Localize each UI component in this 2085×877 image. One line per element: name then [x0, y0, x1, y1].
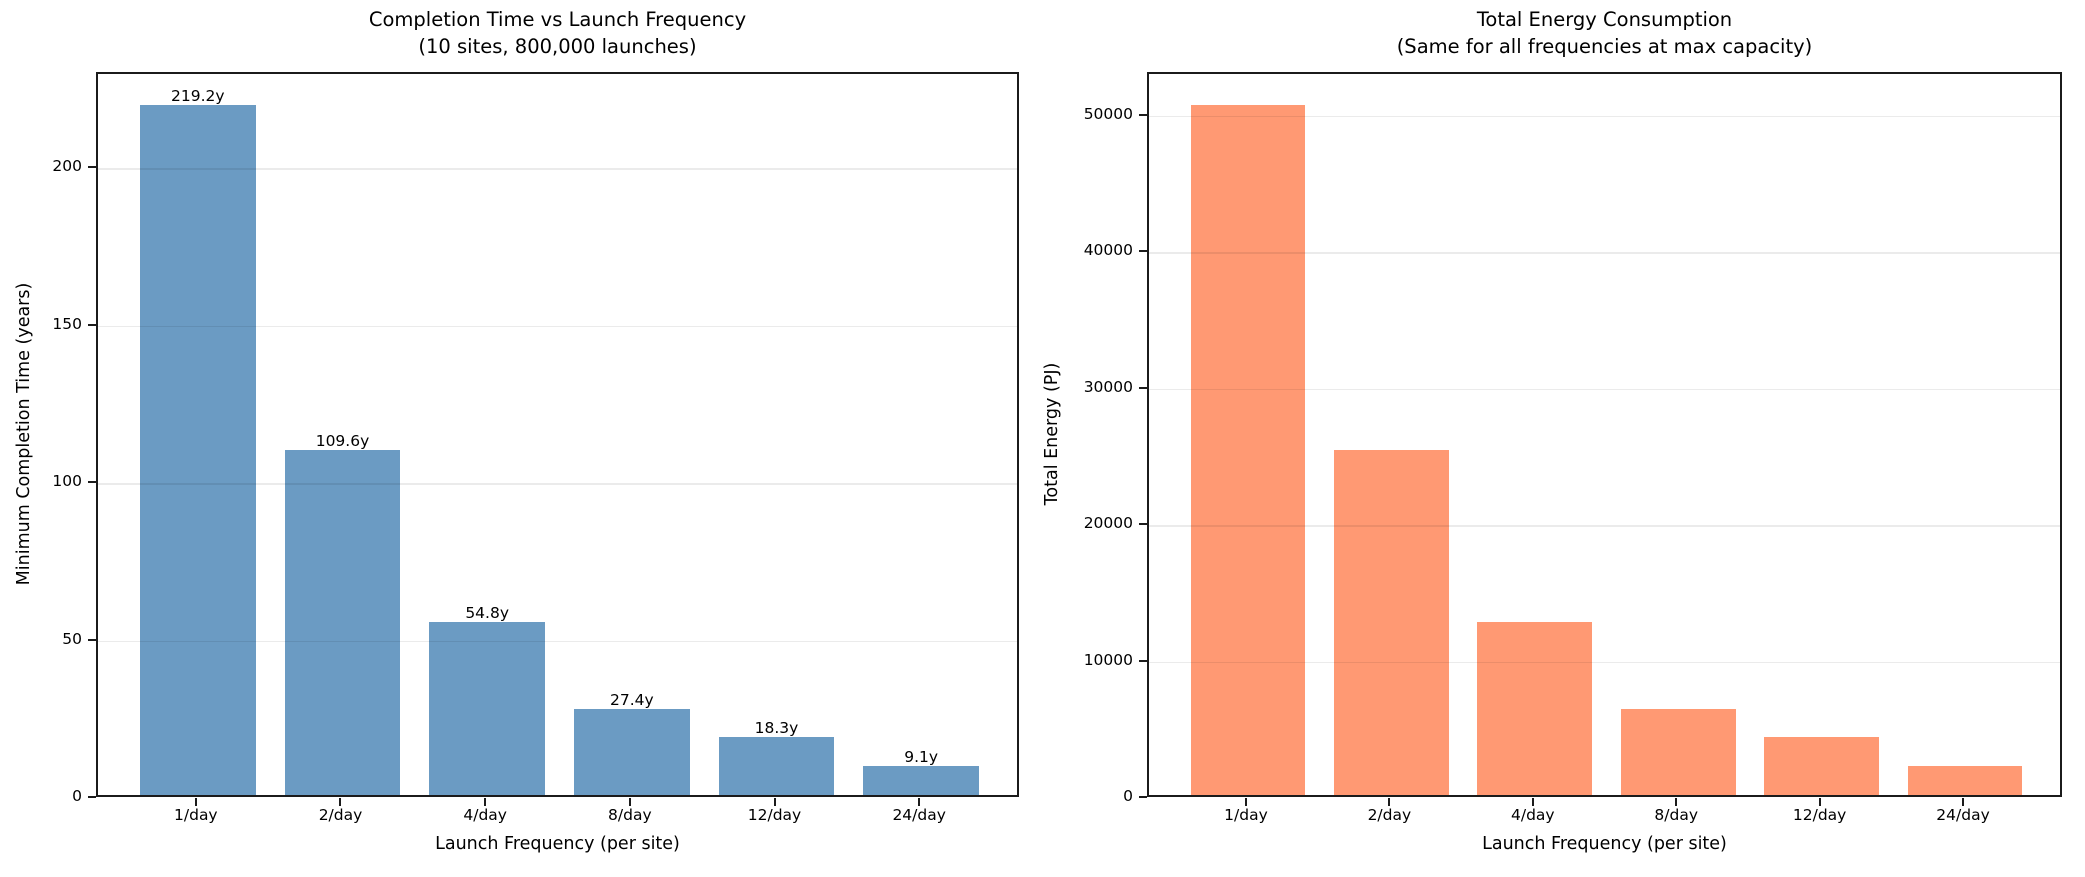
- x-tick-label: 24/day: [892, 806, 946, 824]
- y-tick-label: 200: [52, 157, 82, 176]
- y-tick-mark: [88, 796, 96, 798]
- bar-1-per-day: [139, 104, 256, 795]
- bar-value-label: 219.2y: [171, 86, 225, 105]
- chart-title-line2: (10 sites, 800,000 launches): [418, 35, 697, 58]
- gridline: [1149, 252, 2060, 254]
- x-tick-mark: [339, 798, 342, 806]
- bar-12-per-day: [718, 737, 835, 795]
- y-tick-label: 40000: [1083, 241, 1133, 260]
- chart-title: Total Energy Consumption (Same for all f…: [1147, 6, 2062, 60]
- gridline: [1149, 661, 2060, 664]
- y-tick-label: 10000: [1083, 650, 1133, 669]
- gridline: [1149, 388, 2060, 391]
- y-tick-mark: [1139, 523, 1147, 526]
- y-tick-mark: [1139, 796, 1147, 798]
- bar-8-per-day: [573, 708, 690, 795]
- x-tick-label: 1/day: [174, 806, 218, 824]
- x-tick-label: 2/day: [318, 806, 363, 824]
- bar-8-per-day: [1620, 708, 1736, 795]
- x-tick-label: 4/day: [463, 806, 507, 824]
- y-tick-mark: [88, 166, 96, 169]
- x-tick-label: 12/day: [1792, 806, 1847, 824]
- y-tick-label: 50000: [1083, 104, 1133, 123]
- gridline: [98, 640, 1017, 643]
- x-tick-mark: [1388, 798, 1391, 806]
- chart-title-line1: Total Energy Consumption: [1476, 8, 1733, 31]
- x-tick-mark: [194, 798, 197, 806]
- y-tick-mark: [1139, 659, 1147, 662]
- x-tick-label: 8/day: [1654, 806, 1698, 824]
- x-tick-mark: [628, 798, 631, 806]
- y-tick-label: 20000: [1083, 514, 1133, 533]
- chart-title: Completion Time vs Launch Frequency (10 …: [96, 6, 1019, 60]
- gridline: [98, 325, 1017, 328]
- y-tick-label: 150: [52, 314, 82, 333]
- bar-24-per-day: [863, 766, 980, 795]
- bar-value-label: 27.4y: [609, 690, 654, 709]
- y-tick-label: 0: [72, 787, 82, 805]
- x-tick-mark: [918, 798, 921, 806]
- x-tick-label: 1/day: [1224, 806, 1268, 824]
- y-tick-mark: [88, 481, 96, 484]
- x-axis-label: Launch Frequency (per site): [435, 834, 680, 854]
- gridline: [1149, 525, 2060, 527]
- gridline: [98, 483, 1017, 485]
- x-tick-label: 2/day: [1367, 806, 1412, 824]
- bar-2-per-day: [284, 449, 401, 795]
- y-tick-mark: [1139, 250, 1147, 253]
- bar-24-per-day: [1907, 766, 2023, 795]
- x-tick-mark: [484, 798, 487, 806]
- y-tick-label: 50: [62, 629, 82, 648]
- y-tick-label: 100: [52, 472, 82, 491]
- gridline: [98, 168, 1017, 170]
- bar-1-per-day: [1190, 104, 1306, 795]
- y-tick-mark: [88, 638, 96, 641]
- chart-title-line1: Completion Time vs Launch Frequency: [368, 8, 747, 31]
- gridline: [1149, 115, 2060, 118]
- plot-area: 219.2y 109.6y 54.8y 27.4y 18.3y 9.1y: [96, 72, 1019, 797]
- bar-value-label: 18.3y: [754, 719, 799, 738]
- y-tick-mark: [1139, 113, 1147, 116]
- x-tick-label: 8/day: [608, 806, 652, 824]
- x-tick-label: 4/day: [1510, 806, 1555, 824]
- plot-area: [1147, 72, 2062, 797]
- x-axis-label: Launch Frequency (per site): [1482, 834, 1727, 854]
- bar-value-label: 54.8y: [465, 604, 509, 623]
- x-tick-mark: [1244, 798, 1247, 806]
- x-tick-mark: [1531, 798, 1534, 806]
- bar-2-per-day: [1334, 449, 1449, 795]
- chart-title-line2: (Same for all frequencies at max capacit…: [1396, 35, 1813, 58]
- x-tick-mark: [773, 798, 776, 806]
- x-tick-mark: [1818, 798, 1821, 806]
- bar-4-per-day: [1477, 622, 1593, 795]
- x-tick-label: 24/day: [1936, 806, 1990, 824]
- bar-12-per-day: [1764, 737, 1879, 795]
- bar-4-per-day: [429, 622, 546, 795]
- y-tick-label: 0: [1123, 787, 1133, 805]
- x-tick-mark: [1675, 798, 1678, 806]
- bar-value-label: 9.1y: [904, 748, 939, 767]
- bar-value-label: 109.6y: [315, 431, 370, 450]
- x-tick-label: 12/day: [747, 806, 802, 824]
- y-tick-mark: [1139, 386, 1147, 389]
- x-tick-mark: [1962, 798, 1965, 806]
- y-tick-mark: [88, 323, 96, 326]
- y-tick-label: 30000: [1083, 377, 1133, 396]
